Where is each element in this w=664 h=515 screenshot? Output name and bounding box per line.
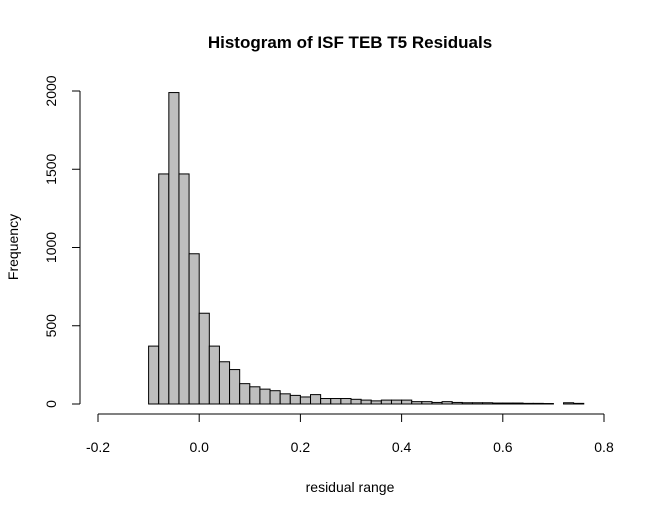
histogram-bar [502,402,514,405]
histogram-bar [249,386,261,405]
x-axis-label: residual range [306,479,395,495]
histogram-bar [310,394,322,405]
histogram-bar [461,402,473,405]
histogram-bar [522,402,534,405]
y-tick-label: 0 [43,400,59,408]
histogram-bar [441,401,453,405]
x-tick-label: 0.6 [493,439,513,455]
histogram-bar [471,402,484,405]
histogram-bar [289,394,301,405]
histogram-bar [269,390,281,405]
histogram-bar [218,361,231,405]
y-tick-label: 500 [43,314,59,338]
histogram-bar [299,396,312,405]
histogram-bar [350,398,362,405]
y-axis-label: Frequency [5,214,21,280]
histogram-bar [482,402,494,405]
histogram-bar [320,398,332,405]
histogram-bar [421,401,433,405]
histogram-bar [279,393,291,405]
histogram-bar [492,402,504,405]
histogram-bar [259,388,271,405]
histogram-bar [178,173,190,405]
histogram-bar [380,399,392,405]
histogram-bar [390,399,403,405]
y-axis: 0 500 1000 1500 2000 [43,75,81,408]
histogram-bar [208,345,220,405]
histogram-bar [229,369,241,405]
histogram-bar [158,173,170,405]
x-tick-label: -0.2 [86,439,110,455]
histogram-bar [370,400,382,405]
histogram-bar [451,401,463,405]
x-tick-label: 0.4 [392,439,412,455]
histogram-bar [148,345,160,405]
histogram-bar [188,253,200,405]
histogram-bar [198,312,210,405]
x-tick-label: 0.2 [291,439,311,455]
histogram-bar [431,401,443,405]
histogram-bar [512,402,524,405]
histogram-bar [573,402,585,405]
x-tick-label: 0.8 [594,439,614,455]
histogram-bar [330,398,342,405]
histogram-bar [340,398,352,405]
x-axis: -0.2 0.0 0.2 0.4 0.6 0.8 [86,413,614,455]
histogram-bar [360,399,372,405]
histogram-bar [563,402,575,405]
histogram-bar [532,402,544,405]
histogram-bar [168,92,180,405]
histogram-bar [239,383,251,405]
bars-group [148,92,585,405]
y-tick-label: 2000 [43,75,59,106]
histogram-bar [401,399,413,405]
histogram-bar [411,401,423,405]
x-tick-label: 0.0 [189,439,209,455]
chart-title: Histogram of ISF TEB T5 Residuals [208,33,492,52]
y-tick-label: 1000 [43,232,59,263]
y-tick-label: 1500 [43,153,59,184]
